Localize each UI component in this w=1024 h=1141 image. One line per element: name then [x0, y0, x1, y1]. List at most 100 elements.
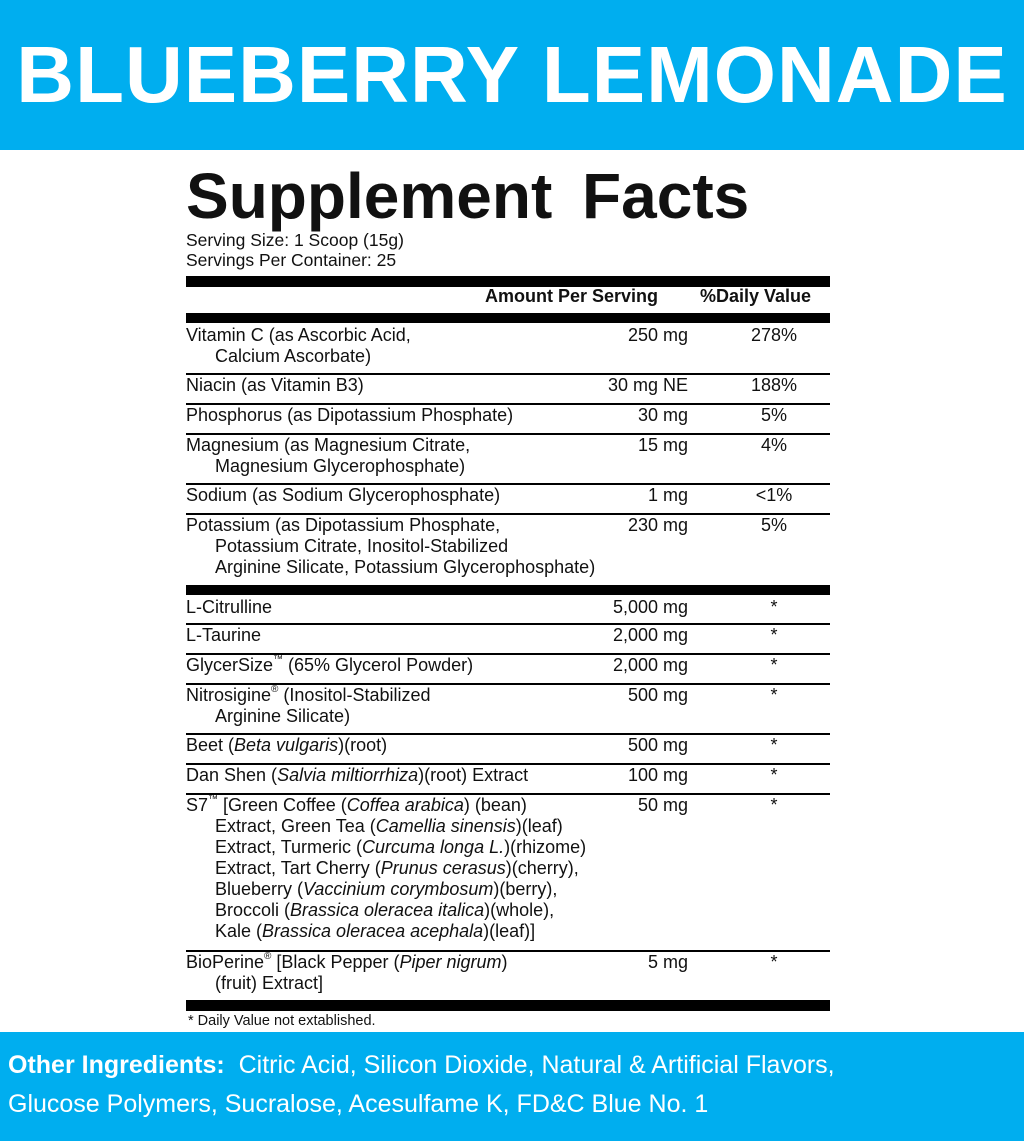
text-segment: )(whole),	[484, 900, 555, 920]
nutrient-name-line: Extract, Turmeric (Curcuma longa L.)(rhi…	[186, 837, 586, 858]
daily-value: 278%	[750, 325, 798, 345]
daily-value: 5%	[760, 405, 787, 425]
text-segment: S7	[186, 795, 209, 815]
text-segment: )(root) Extract	[418, 765, 529, 785]
nutrient-name: Nitrosigine® (Inositol-Stabilized Arginin…	[186, 685, 431, 727]
daily-value: 4%	[760, 435, 787, 455]
nutrient-name-line: Beet (Beta vulgaris)(root)	[186, 735, 387, 756]
botanical-name: Curcuma longa L.	[362, 837, 505, 857]
text-segment: Sodium (as Sodium Glycerophosphate)	[186, 485, 501, 505]
other-ingredients-line-2: Glucose Polymers, Sucralose, Acesulfame …	[8, 1090, 709, 1118]
amount-per-serving: 2,000 mg	[612, 625, 688, 645]
botanical-name: Piper nigrum	[399, 952, 502, 972]
nutrient-name-line: BioPerine® [Black Pepper (Piper nigrum)	[186, 952, 508, 973]
flavor-banner: BLUEBERRY LEMONADE	[0, 0, 1024, 150]
daily-value: 5%	[760, 515, 787, 535]
text-segment: GlycerSize	[186, 655, 274, 675]
text-segment: (fruit) Extract]	[215, 973, 324, 993]
thick-divider	[186, 313, 830, 323]
nutrient-name: Sodium (as Sodium Glycerophosphate)	[186, 485, 500, 506]
row-divider	[186, 513, 830, 515]
amount-per-serving: 500 mg	[627, 735, 688, 755]
row-divider	[186, 623, 830, 625]
thick-divider	[186, 276, 830, 287]
row-divider	[186, 433, 830, 435]
daily-value: *	[770, 735, 778, 755]
text-segment: BioPerine	[186, 952, 265, 972]
nutrient-name: Beet (Beta vulgaris)(root)	[186, 735, 387, 756]
amount-per-serving: 15 mg	[637, 435, 688, 455]
amount-per-serving: 50 mg	[637, 795, 688, 815]
botanical-name: Camellia sinensis	[375, 816, 516, 836]
text-segment: (65% Glycerol Powder)	[283, 655, 474, 675]
nutrient-name-line: GlycerSize™ (65% Glycerol Powder)	[186, 655, 473, 676]
text-segment: Phosphorus (as Dipotassium Phosphate)	[186, 405, 514, 425]
amount-per-serving: 1 mg	[647, 485, 688, 505]
amount-per-serving: 5 mg	[647, 952, 688, 972]
nutrient-name-line: Nitrosigine® (Inositol-Stabilized	[186, 685, 431, 706]
other-ingredients: Other Ingredients: Citric Acid, Silicon …	[0, 1032, 1024, 1141]
nutrient-name-line: Dan Shen (Salvia miltiorrhiza)(root) Ext…	[186, 765, 528, 786]
text-segment: Extract, Green Tea (	[215, 816, 376, 836]
text-segment: [Black Pepper (	[271, 952, 400, 972]
daily-value: *	[770, 655, 778, 675]
text-segment: ) (bean)	[463, 795, 527, 815]
thick-divider	[186, 585, 830, 595]
nutrient-name-line: Extract, Tart Cherry (Prunus cerasus)(ch…	[186, 858, 586, 879]
nutrient-name-line: Magnesium Glycerophosphate)	[186, 456, 470, 477]
text-segment: Niacin (as Vitamin B3)	[186, 375, 364, 395]
daily-value: *	[770, 952, 778, 972]
text-segment: Magnesium Glycerophosphate)	[215, 456, 466, 476]
other-ingredients-label: Other Ingredients:	[8, 1051, 225, 1079]
text-segment: Extract, Tart Cherry (	[215, 858, 381, 878]
nutrient-name-line: Arginine Silicate)	[186, 706, 431, 727]
daily-value: *	[770, 795, 778, 815]
amount-per-serving: 30 mg NE	[607, 375, 688, 395]
thick-divider	[186, 1000, 830, 1011]
nutrient-name-line: Sodium (as Sodium Glycerophosphate)	[186, 485, 500, 506]
nutrient-name: GlycerSize™ (65% Glycerol Powder)	[186, 655, 473, 676]
text-segment: )(cherry),	[505, 858, 579, 878]
nutrient-name: Vitamin C (as Ascorbic Acid, Calcium Asco…	[186, 325, 411, 367]
botanical-name: Brassica oleracea acephala	[262, 921, 484, 941]
botanical-name: Beta vulgaris	[234, 735, 339, 755]
row-divider	[186, 733, 830, 735]
amount-per-serving: 5,000 mg	[612, 597, 688, 617]
text-segment: )(leaf)]	[483, 921, 536, 941]
text-segment: )	[501, 952, 508, 972]
other-ingredients-line-1: Citric Acid, Silicon Dioxide, Natural & …	[238, 1051, 835, 1079]
text-segment: Dan Shen (	[186, 765, 278, 785]
nutrient-name: L-Citrulline	[186, 597, 272, 618]
nutrient-name-line: Phosphorus (as Dipotassium Phosphate)	[186, 405, 513, 426]
nutrient-name: Niacin (as Vitamin B3)	[186, 375, 364, 396]
text-segment: Vitamin C (as Ascorbic Acid,	[186, 325, 411, 345]
botanical-name: Salvia miltiorrhiza	[277, 765, 419, 785]
servings-per-container: Servings Per Container: 25	[186, 250, 397, 270]
flavor-title: BLUEBERRY LEMONADE	[16, 30, 1008, 119]
nutrient-name-line: (fruit) Extract]	[186, 973, 508, 994]
trademark-mark: ®	[264, 951, 272, 962]
botanical-name: Prunus cerasus	[380, 858, 506, 878]
nutrient-name-line: Calcium Ascorbate)	[186, 346, 411, 367]
nutrient-name-line: Arginine Silicate, Potassium Glycerophos…	[186, 557, 595, 578]
trademark-mark: ™	[208, 794, 219, 805]
daily-value: *	[770, 765, 778, 785]
text-segment: Potassium (as Dipotassium Phosphate,	[186, 515, 501, 535]
trademark-mark: ®	[271, 684, 279, 695]
nutrient-name-line: L-Taurine	[186, 625, 261, 646]
amount-per-serving: 500 mg	[627, 685, 688, 705]
botanical-name: Brassica oleracea italica	[290, 900, 485, 920]
daily-value-header: %Daily Value	[700, 286, 812, 306]
nutrient-name-line: Magnesium (as Magnesium Citrate,	[186, 435, 470, 456]
amount-per-serving: 2,000 mg	[612, 655, 688, 675]
text-segment: Calcium Ascorbate)	[215, 346, 372, 366]
text-segment: )(leaf)	[515, 816, 563, 836]
nutrient-name: S7™ [Green Coffee (Coffea arabica) (bean…	[186, 795, 586, 942]
nutrient-name-line: Potassium Citrate, Inositol-Stabilized	[186, 536, 595, 557]
footnote: * Daily Value not extablished.	[188, 1013, 376, 1029]
nutrient-name-line: Extract, Green Tea (Camellia sinensis)(l…	[186, 816, 586, 837]
text-segment: Extract, Turmeric (	[215, 837, 363, 857]
row-divider	[186, 763, 830, 765]
daily-value: *	[770, 685, 778, 705]
text-segment: Kale (	[215, 921, 263, 941]
